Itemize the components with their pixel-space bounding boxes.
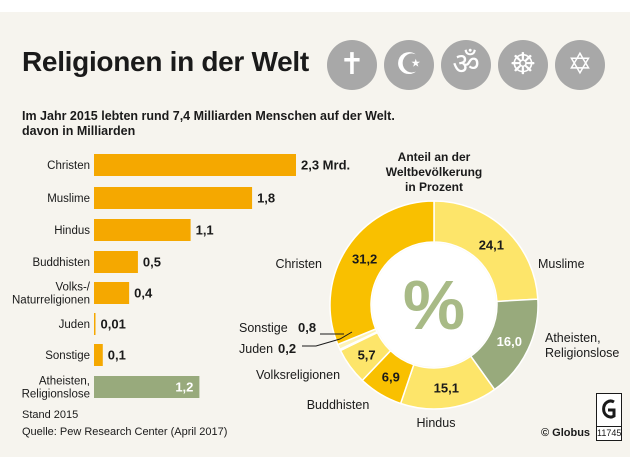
bar-value-7: 1,2 [175,380,193,395]
bar-value-2: 1,1 [196,223,214,238]
bar-0 [94,154,296,176]
donut-slice-7 [329,200,435,346]
donut-value-7: 31,2 [352,252,377,267]
star-of-david-icon: ✡ [555,40,605,90]
bar-label-3: Buddhisten [32,257,90,269]
bar-value-0: 2,3 Mrd. [301,158,350,173]
stand-note: Stand 2015 [22,409,79,421]
donut-title: Anteil an der Weltbevölkerung in Prozent [386,150,482,194]
donut-label-6: Sonstige [239,321,288,335]
percent-symbol: % [403,266,465,344]
bar-5 [94,313,96,335]
bar-label-1: Muslime [47,193,90,205]
bar-2 [94,219,191,241]
publisher-label: © Globus [541,427,591,439]
bar-3 [94,251,138,273]
bar-7 [94,376,200,398]
donut-value-2: 15,1 [434,381,459,396]
donut-label-4: Volksreligionen [256,368,340,382]
donut-value-6: 0,8 [298,320,316,335]
donut-label-7: Christen [275,257,322,271]
bar-6 [94,344,103,366]
bar-value-5: 0,01 [101,317,126,332]
bar-label-0: Christen [47,160,90,172]
dharma-wheel-icon: ☸ [498,40,548,90]
donut-value-1: 16,0 [497,334,522,349]
subtitle-line-1: Im Jahr 2015 lebten rund 7,4 Milliarden … [22,109,395,123]
top-strip [0,0,630,12]
cross-icon: ✝ [327,40,377,90]
donut-label-3: Buddhisten [307,398,370,412]
bar-label-7: Atheisten, Religionslose [22,376,90,401]
donut-label-1: Atheisten, Religionslose [545,331,619,360]
bar-4 [94,282,130,304]
bar-value-3: 0,5 [143,255,161,270]
subtitle-line-2: davon in Milliarden [22,124,136,138]
donut-value-3: 6,9 [382,369,400,384]
page-title: Religionen in der Welt [22,46,309,77]
donut-value-5: 0,2 [278,341,296,356]
donut-value-0: 24,1 [479,237,504,252]
bar-value-6: 0,1 [108,348,126,363]
donut-label-0: Muslime [538,257,585,271]
graphic-number: 11745 [596,427,622,441]
donut-label-5: Juden [239,342,273,356]
donut-value-4: 5,7 [358,347,376,362]
donut-hole [372,243,496,367]
bar-label-4: Volks-/Naturreligionen [12,282,91,307]
globus-logo-icon [596,393,622,427]
bar-label-6: Sonstige [45,350,90,362]
donut-label-2: Hindus [417,416,456,430]
bar-value-4: 0,4 [134,286,153,301]
bar-label-2: Hindus [54,225,90,237]
source-note: Quelle: Pew Research Center (April 2017) [22,426,228,438]
bar-1 [94,187,253,209]
crescent-star-icon: ☪ [384,40,434,90]
juden-leader-line [302,331,353,347]
om-icon: ॐ [441,40,491,90]
bar-label-5: Juden [59,319,90,331]
bar-value-1: 1,8 [257,191,275,206]
